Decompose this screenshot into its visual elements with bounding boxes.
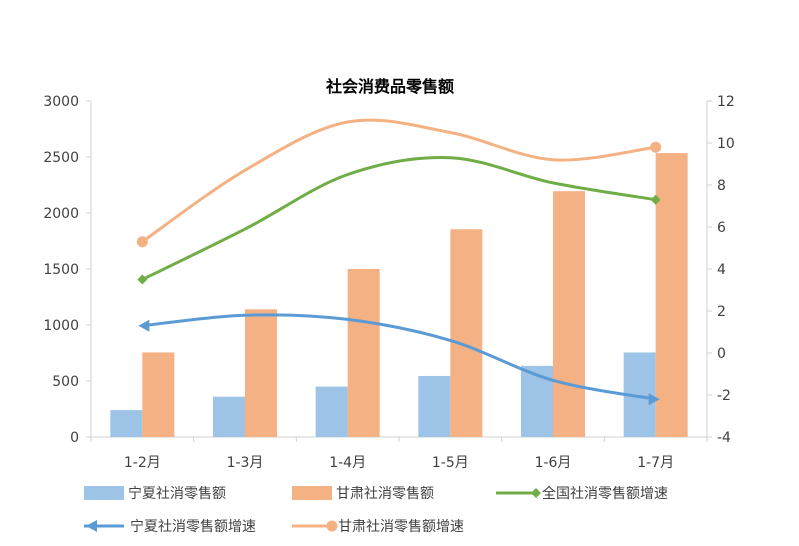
y2-tick-label: -2 bbox=[717, 388, 731, 404]
bar bbox=[655, 153, 688, 437]
legend-item: 全国社消零售额增速 bbox=[496, 485, 668, 502]
bar bbox=[521, 365, 553, 437]
legend-label: 宁夏社消零售额增速 bbox=[130, 518, 256, 535]
series-line bbox=[141, 118, 656, 243]
x-tick-label: 1-6月 bbox=[535, 455, 572, 471]
bars bbox=[110, 153, 688, 437]
legend-label: 全国社消零售额增速 bbox=[542, 485, 668, 502]
legend-item: 甘肃社消零售额增速 bbox=[292, 519, 464, 535]
legend-item: 宁夏社消零售额增速 bbox=[84, 518, 256, 535]
diamond-marker bbox=[137, 274, 148, 285]
y2-tick-label: 12 bbox=[717, 94, 735, 110]
y2-tick-label: 10 bbox=[717, 136, 735, 152]
circle-marker bbox=[326, 520, 338, 532]
bar bbox=[110, 410, 143, 437]
bar bbox=[245, 309, 277, 437]
legend-label: 甘肃社消零售额增速 bbox=[338, 519, 464, 535]
legend-label: 宁夏社消零售额 bbox=[128, 485, 226, 502]
bar bbox=[142, 352, 175, 437]
y-tick-label: 0 bbox=[70, 430, 79, 446]
lines bbox=[136, 118, 662, 406]
y2-tick-label: -4 bbox=[717, 430, 731, 446]
axes: 3000 2500 2000 1500 1000 500 0 12 10 8 6 4 2 0 -2 -4 1-2… bbox=[43, 94, 734, 471]
bar bbox=[450, 229, 483, 437]
diamond-marker bbox=[650, 194, 661, 205]
bar bbox=[418, 375, 451, 437]
x-tick-label: 1-2月 bbox=[124, 455, 161, 471]
y2-tick-label: 4 bbox=[717, 262, 726, 278]
y-tick-label: 1500 bbox=[43, 262, 79, 278]
circle-marker bbox=[136, 236, 148, 248]
legend-swatch bbox=[292, 486, 332, 500]
bar bbox=[315, 386, 348, 437]
bar bbox=[347, 269, 380, 437]
bar bbox=[553, 191, 585, 437]
y2-tick-label: 6 bbox=[717, 220, 726, 236]
x-tick-label: 1-4月 bbox=[329, 455, 366, 471]
legend-label: 甘肃社消零售额 bbox=[336, 486, 434, 502]
x-tick-label: 1-3月 bbox=[227, 455, 264, 471]
arrow-marker bbox=[138, 319, 150, 332]
chart-title: 社会消费品零售额 bbox=[325, 77, 454, 96]
y2-tick-label: 0 bbox=[717, 346, 726, 362]
diamond-marker bbox=[531, 488, 541, 498]
x-tick-label: 1-5月 bbox=[432, 455, 469, 471]
series-line bbox=[141, 156, 656, 281]
legend-item: 甘肃社消零售额 bbox=[292, 486, 434, 502]
y-tick-label: 2500 bbox=[43, 150, 79, 166]
y-tick-label: 3000 bbox=[43, 94, 79, 110]
arrow-marker bbox=[648, 393, 660, 406]
legend-swatch bbox=[84, 486, 124, 500]
y-tick-label: 500 bbox=[52, 374, 79, 390]
circle-marker bbox=[650, 141, 662, 153]
bar bbox=[213, 396, 245, 437]
y2-tick-label: 2 bbox=[717, 304, 726, 320]
x-tick-label: 1-7月 bbox=[637, 455, 674, 471]
arrow-marker bbox=[86, 520, 97, 532]
y2-tick-label: 8 bbox=[717, 178, 726, 194]
legend-item: 宁夏社消零售额 bbox=[84, 485, 226, 502]
series-line bbox=[142, 313, 656, 401]
y-tick-label: 1000 bbox=[43, 318, 79, 334]
y-tick-label: 2000 bbox=[43, 206, 79, 222]
